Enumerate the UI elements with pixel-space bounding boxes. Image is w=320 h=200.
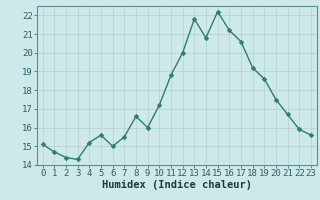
X-axis label: Humidex (Indice chaleur): Humidex (Indice chaleur)	[102, 180, 252, 190]
